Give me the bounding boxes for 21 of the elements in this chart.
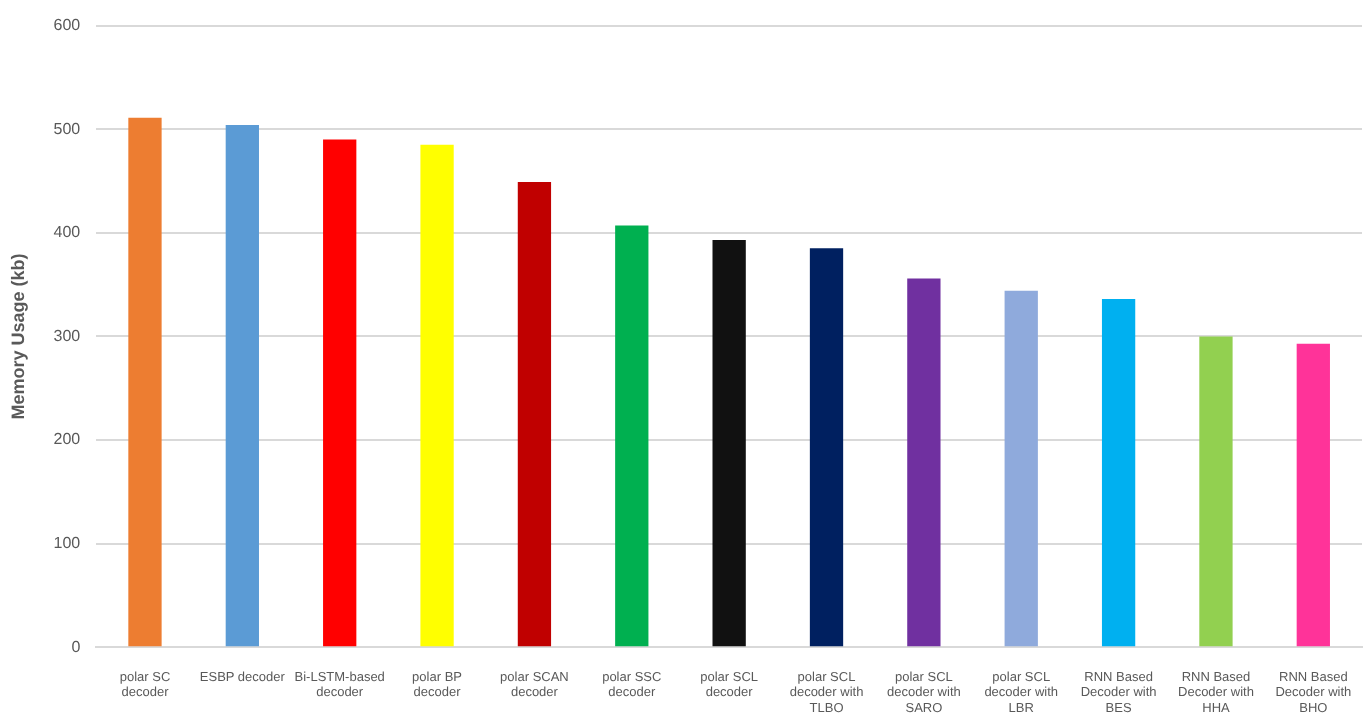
y-axis-title: Memory Usage (kb) [7,253,28,420]
y-tick-label: 600 [53,16,82,35]
bar [128,117,162,647]
bar [1296,343,1330,647]
y-tick-label: 100 [53,534,82,553]
bar [517,182,552,647]
y-tick-label: 200 [53,430,82,449]
bar [809,248,844,647]
bar [907,278,941,647]
y-tick-label: 400 [53,223,82,242]
bar [1199,336,1233,647]
bar [712,240,746,647]
bar [1101,299,1136,647]
bar [420,144,454,647]
bar [1004,290,1038,647]
y-tick-label: 500 [53,119,82,138]
y-tick-label: 0 [71,637,82,656]
bar [615,225,649,647]
y-tick-label: 300 [53,326,82,345]
bar [323,139,357,647]
bar [225,125,259,647]
